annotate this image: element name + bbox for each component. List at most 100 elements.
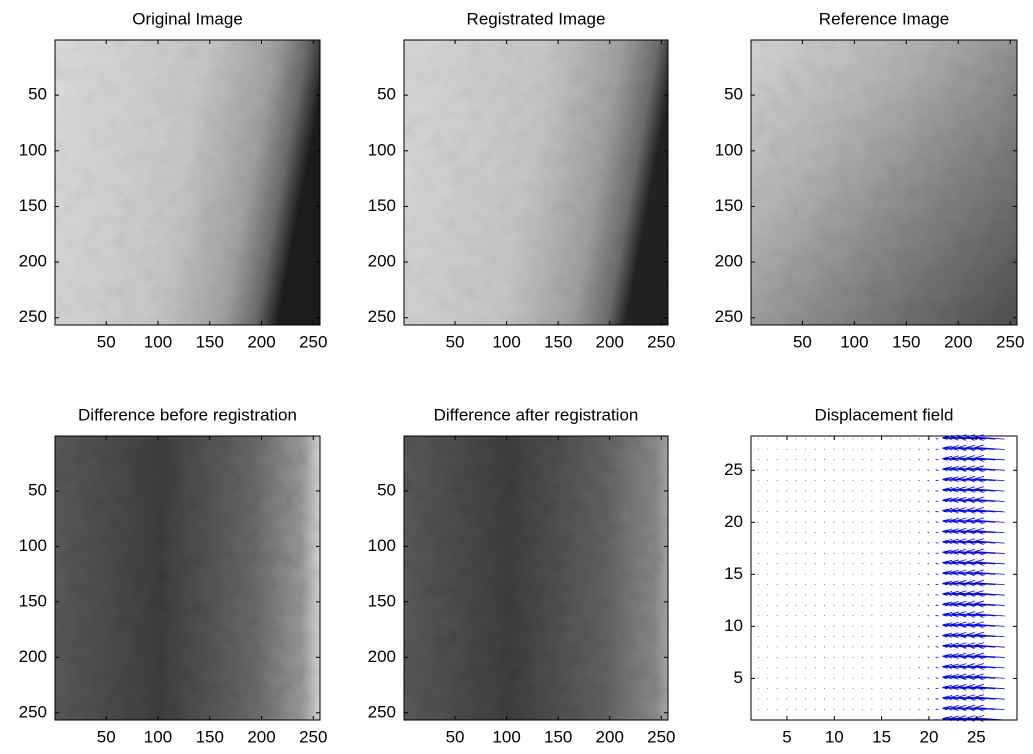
arrow — [919, 470, 920, 471]
arrow — [936, 574, 939, 575]
y-tick-label: 20 — [724, 512, 743, 531]
y-tick-label: 150 — [715, 196, 743, 215]
y-tick-label: 250 — [715, 307, 743, 326]
image-texture — [55, 40, 320, 325]
arrow — [928, 532, 929, 533]
x-tick-label: 15 — [872, 727, 891, 746]
arrow — [928, 470, 929, 471]
arrow — [936, 480, 939, 481]
y-tick-label: 200 — [19, 647, 47, 666]
subplot-title: Reference Image — [819, 9, 949, 28]
arrow — [936, 626, 939, 627]
x-tick-label: 200 — [596, 727, 624, 746]
subplot-title: Difference after registration — [434, 405, 639, 424]
arrow — [919, 522, 920, 523]
x-tick-label: 150 — [544, 727, 572, 746]
arrow — [928, 574, 929, 575]
arrow — [936, 532, 939, 533]
y-tick-label: 100 — [715, 140, 743, 159]
y-tick-label: 200 — [19, 252, 47, 271]
y-tick-label: 100 — [368, 536, 396, 555]
image-texture — [751, 40, 1017, 325]
x-tick-label: 250 — [299, 332, 327, 351]
x-tick-label: 20 — [920, 727, 939, 746]
arrow — [919, 605, 920, 606]
arrow — [919, 439, 920, 440]
arrow — [919, 543, 920, 544]
arrow — [919, 491, 920, 492]
subplot-title: Displacement field — [815, 405, 954, 424]
arrow — [936, 688, 939, 689]
x-tick-label: 250 — [647, 332, 675, 351]
arrow — [928, 667, 929, 668]
y-tick-label: 50 — [377, 85, 396, 104]
arrow — [928, 595, 929, 596]
y-tick-label: 250 — [368, 702, 396, 721]
arrow — [928, 501, 929, 502]
arrow — [936, 699, 939, 700]
arrow — [928, 678, 929, 679]
arrow — [936, 615, 939, 616]
arrow — [928, 657, 929, 658]
x-tick-label: 50 — [446, 332, 465, 351]
arrow — [919, 584, 920, 585]
arrow — [936, 501, 939, 502]
arrow — [919, 563, 920, 564]
arrow — [936, 709, 939, 710]
arrow — [936, 553, 939, 554]
arrow — [919, 667, 920, 668]
arrow — [919, 449, 920, 450]
arrow — [928, 688, 929, 689]
arrow — [928, 511, 929, 512]
y-tick-label: 50 — [724, 85, 743, 104]
arrow — [936, 647, 939, 648]
x-tick-label: 50 — [97, 727, 116, 746]
subplot: Difference after registration 50 100 150 200… — [368, 405, 676, 746]
x-tick-label: 150 — [196, 727, 224, 746]
arrow — [919, 657, 920, 658]
arrow — [919, 532, 920, 533]
y-tick-label: 10 — [724, 616, 743, 635]
arrow — [919, 574, 920, 575]
y-tick-label: 150 — [368, 196, 396, 215]
arrow — [936, 439, 939, 440]
x-tick-label: 25 — [967, 727, 986, 746]
arrow — [936, 459, 939, 460]
y-tick-label: 100 — [368, 140, 396, 159]
x-tick-label: 10 — [825, 727, 844, 746]
image-texture — [404, 436, 668, 720]
arrow — [928, 709, 929, 710]
arrow — [928, 522, 929, 523]
arrow — [919, 636, 920, 637]
arrow — [928, 480, 929, 481]
arrow — [936, 522, 939, 523]
y-tick-label: 150 — [19, 196, 47, 215]
arrow — [936, 678, 939, 679]
subplot-title: Difference before registration — [78, 405, 297, 424]
x-tick-label: 250 — [996, 332, 1024, 351]
arrow — [919, 626, 920, 627]
y-tick-label: 150 — [368, 591, 396, 610]
x-tick-label: 200 — [596, 332, 624, 351]
y-tick-label: 150 — [19, 591, 47, 610]
arrow — [919, 678, 920, 679]
arrow — [936, 605, 939, 606]
arrow — [928, 626, 929, 627]
image-texture — [55, 436, 320, 720]
arrow — [919, 501, 920, 502]
arrow — [928, 449, 929, 450]
arrow — [936, 449, 939, 450]
x-tick-label: 250 — [299, 727, 327, 746]
arrow — [919, 688, 920, 689]
y-tick-label: 50 — [377, 480, 396, 499]
y-tick-label: 250 — [19, 307, 47, 326]
arrow — [936, 636, 939, 637]
x-tick-label: 100 — [492, 727, 520, 746]
y-tick-label: 200 — [368, 647, 396, 666]
arrow — [919, 699, 920, 700]
y-tick-label: 50 — [28, 85, 47, 104]
subplot-title: Original Image — [132, 9, 243, 28]
